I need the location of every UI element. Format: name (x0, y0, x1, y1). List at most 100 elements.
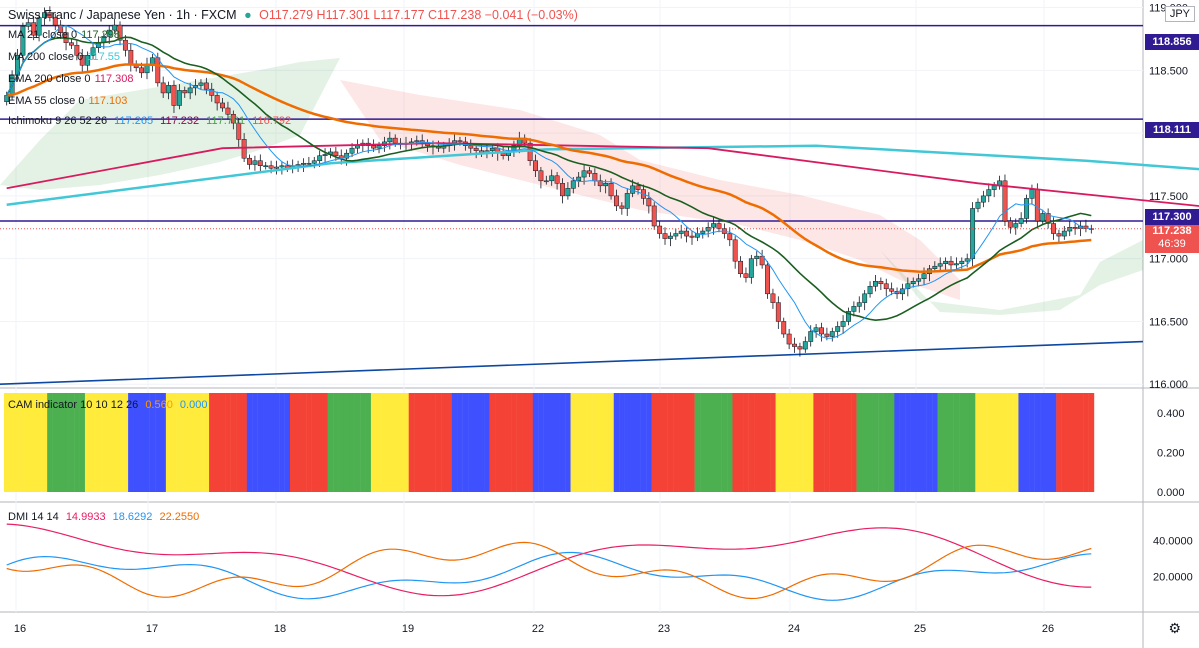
cam-bar (505, 393, 512, 492)
cam-bar (1067, 393, 1073, 492)
cam-bar (327, 393, 334, 492)
cam-bar (25, 393, 32, 492)
cam-bar (387, 393, 393, 492)
gear-icon[interactable]: ⚙ (1168, 620, 1181, 636)
cam-bar (138, 393, 145, 492)
candle (489, 147, 495, 151)
candle (970, 208, 976, 259)
candle (597, 180, 603, 187)
candle (1002, 180, 1008, 222)
candle (225, 107, 231, 115)
cam-bar (1018, 393, 1025, 492)
cam-bar (311, 393, 318, 492)
candle (846, 311, 851, 322)
cam-bar (1034, 393, 1041, 492)
candle (624, 193, 630, 209)
cam-bar (441, 393, 447, 492)
candle (759, 255, 765, 266)
x-tick-label: 19 (402, 623, 414, 635)
candle (268, 165, 274, 169)
cam-bar (516, 393, 523, 492)
cam-bar (834, 393, 841, 492)
cam-bar (538, 393, 544, 492)
cam-bar (754, 393, 760, 492)
dmi-legend[interactable]: DMI 14 14 14.9933 18.6292 22.2550 (8, 511, 200, 523)
ma21-legend[interactable]: MA 21 close 0 117.298 (8, 29, 121, 41)
cam-bar (926, 393, 933, 492)
y-tick-label: 117.500 (1149, 191, 1188, 203)
candle (905, 283, 911, 290)
cam-bar (894, 393, 900, 492)
cam-bar (797, 393, 803, 492)
candle (689, 235, 695, 238)
candle (743, 273, 749, 278)
candle (1034, 189, 1040, 222)
candle (878, 281, 884, 285)
candle (457, 140, 463, 143)
candle (20, 26, 26, 56)
cam-bar (570, 393, 577, 492)
cam-bar (365, 393, 372, 492)
cam-bar (370, 393, 377, 492)
candle (47, 12, 53, 18)
cam-bar (1029, 393, 1035, 492)
candle (263, 165, 269, 167)
candle (986, 189, 992, 197)
candle (619, 205, 625, 209)
cam-bar (381, 393, 388, 492)
cam-bar (252, 393, 258, 492)
ema200-legend[interactable]: EMA 200 close 0 117.308 (8, 73, 134, 85)
candle (1061, 230, 1067, 237)
cam-bar (84, 393, 91, 492)
candle (279, 165, 285, 168)
cam-bar (500, 393, 507, 492)
cam-bar (942, 393, 949, 492)
symbol-header: Swiss Franc / Japanese Yen · 1h · FXCM ●… (8, 8, 582, 22)
cam-bar (592, 393, 598, 492)
cam-bar (840, 393, 846, 492)
cam-bar (133, 393, 140, 492)
cam-bar (1072, 393, 1079, 492)
ichimoku-legend[interactable]: Ichimoku 9 26 52 26 117.265 117.232 117.… (8, 115, 292, 127)
candle (754, 255, 760, 259)
ma200-legend[interactable]: MA 200 close 0 117.55 (8, 51, 121, 63)
cam-bar (646, 393, 652, 492)
symbol-title: Swiss Franc / Japanese Yen · 1h · FXCM (8, 8, 237, 22)
cam-bar (36, 393, 42, 492)
candle (889, 288, 895, 292)
cam-bar (300, 393, 307, 492)
cam-bar (759, 393, 766, 492)
cam-bar (662, 393, 668, 492)
cam-bar (14, 393, 21, 492)
candle (317, 155, 323, 161)
candle (732, 239, 738, 262)
ema55-legend[interactable]: EMA 55 close 0 117.103 (8, 95, 128, 107)
cam-bar (824, 393, 830, 492)
candle (560, 183, 565, 197)
cam-bar (602, 393, 609, 492)
cam-bar (268, 393, 275, 492)
candle (700, 230, 706, 234)
cam-bar (122, 393, 129, 492)
cam-bar (775, 393, 782, 492)
candle (247, 157, 252, 165)
cam-bar (419, 393, 426, 492)
candle (1018, 218, 1024, 224)
cam-bar (689, 393, 695, 492)
cam-legend[interactable]: CAM indicator 10 10 12 26 0.560 0.000 (8, 399, 208, 411)
cam-bar (106, 393, 113, 492)
cam-bar (1077, 393, 1084, 492)
candle (943, 260, 949, 264)
candle (797, 346, 803, 350)
candle (1007, 220, 1013, 228)
cam-bar (543, 393, 550, 492)
cam-bar (246, 393, 253, 492)
candle (392, 137, 398, 144)
candle (948, 260, 954, 266)
currency-badge[interactable]: JPY (1164, 6, 1195, 22)
cam-bar (948, 393, 954, 492)
cam-bar (284, 393, 291, 492)
candle (565, 188, 571, 197)
cam-bar (149, 393, 156, 492)
